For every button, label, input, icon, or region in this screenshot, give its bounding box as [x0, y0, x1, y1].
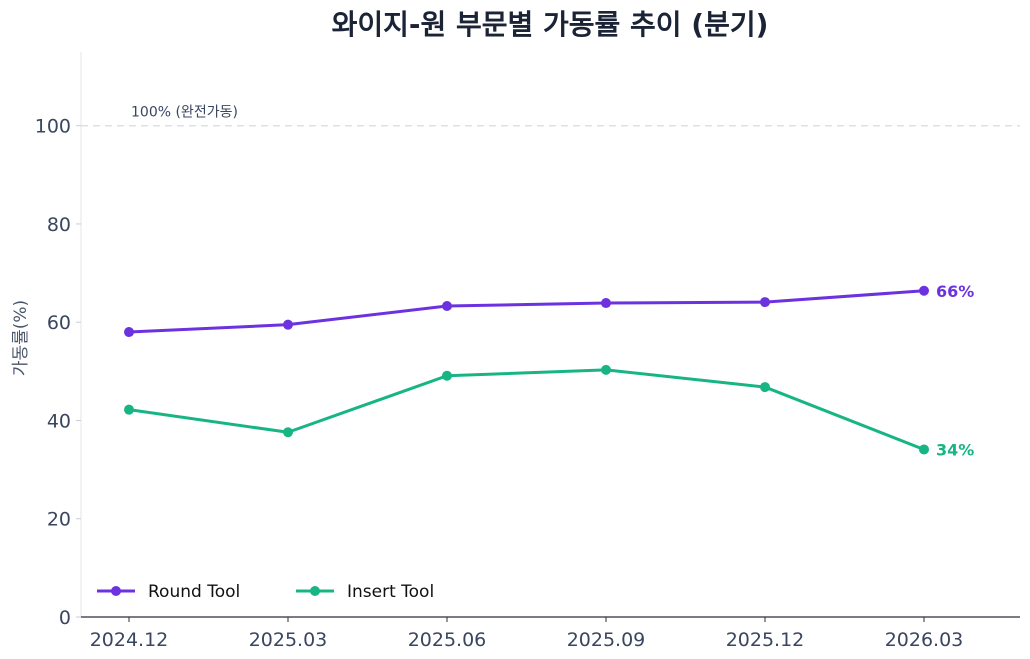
x-tick-label: 2026.03: [885, 629, 964, 651]
series-line: [127, 368, 926, 451]
end-value-label: 34%: [936, 440, 974, 459]
data-point: [760, 297, 770, 308]
y-tick-label: 60: [47, 312, 71, 334]
y-tick-label: 100: [35, 116, 71, 138]
data-point: [283, 427, 293, 438]
data-point: [601, 298, 611, 309]
data-point: [760, 382, 770, 393]
legend-item: Insert Tool: [296, 582, 434, 602]
chart-title: 와이지-원 부문별 가동률 추이 (분기): [332, 8, 769, 41]
data-point: [442, 301, 452, 312]
data-point: [601, 364, 611, 375]
x-tick-label: 2025.06: [408, 629, 487, 651]
legend-label: Insert Tool: [347, 582, 434, 602]
y-tick-label: 20: [47, 509, 71, 531]
data-point: [919, 444, 929, 455]
data-point: [442, 370, 452, 381]
x-tick-label: 2025.09: [567, 629, 646, 651]
x-tick-label: 2025.03: [249, 629, 328, 651]
reference-line-label: 100% (완전가동): [131, 105, 238, 121]
x-tick-label: 2024.12: [90, 629, 169, 651]
series-line: [127, 289, 926, 334]
series-round-tool: 66%: [124, 282, 974, 338]
x-ticks: 2024.12 2025.03 2025.06 2025.09 2025.12 2026.…: [90, 617, 964, 651]
reference-line-group: 100% (완전가동): [81, 105, 1020, 127]
data-point: [919, 285, 929, 296]
y-tick-label: 0: [59, 607, 71, 629]
data-point: [124, 404, 134, 415]
legend-marker: [111, 586, 121, 596]
legend-marker: [310, 586, 320, 596]
legend-label: Round Tool: [148, 582, 240, 602]
x-tick-label: 2025.12: [726, 629, 805, 651]
series-group: 66% 34%: [124, 282, 974, 459]
y-ticks: 0 20 40 60 80 100: [35, 116, 81, 629]
y-axis-label: 가동률(%): [11, 300, 31, 376]
legend-item: Round Tool: [97, 582, 240, 602]
legend: Round Tool Insert Tool: [97, 582, 434, 602]
data-point: [124, 327, 134, 338]
data-point: [283, 319, 293, 330]
series-insert-tool: 34%: [124, 364, 974, 459]
y-tick-label: 80: [47, 214, 71, 236]
y-tick-label: 40: [47, 410, 71, 432]
end-value-label: 66%: [936, 282, 974, 301]
